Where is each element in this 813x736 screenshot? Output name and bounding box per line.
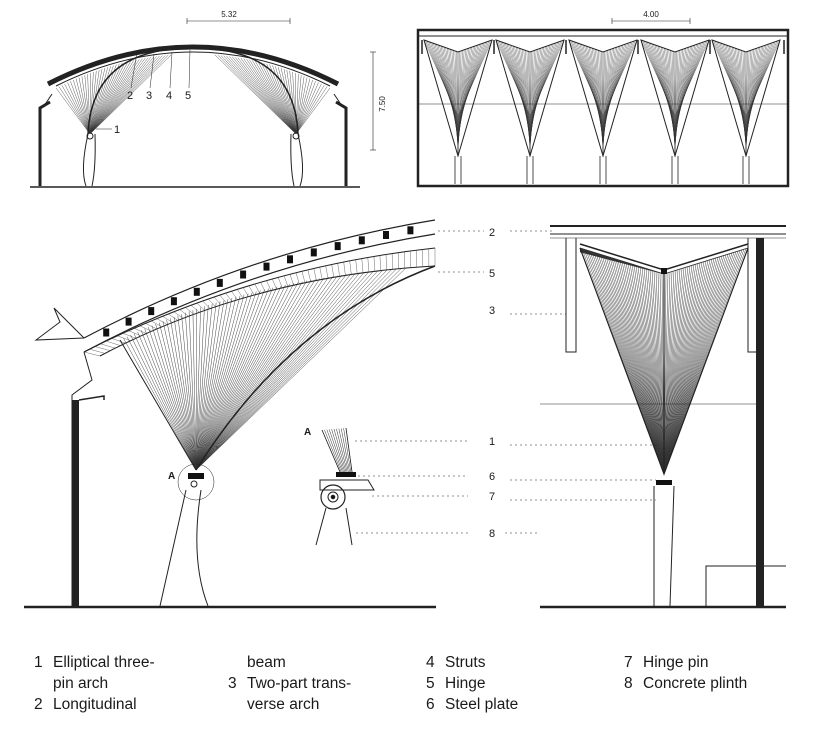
legend-column-3: 4 Struts 5 Hinge 6 Steel plate	[426, 652, 518, 715]
enlarged-longitudinal-section	[510, 225, 786, 609]
legend-column-2: beam 3 Two-part trans- verse arch	[228, 652, 351, 715]
legend-item-1: 1 Elliptical three- pin arch	[34, 654, 155, 692]
legend-column-1: 1 Elliptical three- pin arch 2 Longitudi…	[34, 652, 155, 715]
legend: 1 Elliptical three- pin arch 2 Longitudi…	[34, 652, 813, 732]
callout-large-2: 2	[489, 227, 495, 239]
legend-item-8: 8 Concrete plinth	[624, 675, 748, 692]
callout-tl-5: 5	[185, 90, 191, 102]
callout-large-3: 3	[489, 305, 495, 317]
hinge-detail-a	[315, 427, 540, 546]
hinge-marker	[177, 463, 215, 501]
longitudinal-section-view	[416, 18, 790, 188]
longitudinal-beam	[83, 219, 436, 339]
enlarged-cross-section	[24, 219, 484, 609]
legend-item-7: 7 Hinge pin	[624, 654, 709, 671]
callout-tl-3: 3	[146, 90, 152, 102]
legend-item-5: 5 Hinge	[426, 675, 486, 692]
callout-tl-1: 1	[114, 124, 120, 136]
transverse-arch	[87, 47, 299, 135]
bay-dimension: 4.00	[643, 10, 659, 19]
cross-section-view	[30, 18, 376, 188]
callout-tl-2: 2	[127, 90, 133, 102]
struts-fan-large	[119, 267, 407, 471]
arch-ribs	[83, 248, 436, 357]
legend-item-2-cont: beam	[247, 654, 286, 671]
legend-item-2: 2 Longitudinal	[34, 696, 137, 713]
bay-struts	[423, 39, 781, 156]
callout-large-6: 6	[489, 471, 495, 483]
callout-large-7: 7	[489, 491, 495, 503]
height-dimension: 7.50	[378, 96, 387, 112]
detail-marker-a: A	[168, 471, 175, 482]
callout-large-5: 5	[489, 268, 495, 280]
legend-item-4: 4 Struts	[426, 654, 486, 671]
span-dimension: 5.32	[221, 10, 237, 19]
detail-label-a: A	[304, 427, 311, 438]
callout-large-1: 1	[489, 436, 495, 448]
legend-item-6: 6 Steel plate	[426, 696, 519, 713]
beam-blocks	[103, 226, 414, 337]
legend-column-4: 7 Hinge pin 8 Concrete plinth	[624, 652, 747, 694]
callout-large-8: 8	[489, 528, 495, 540]
callout-tl-4: 4	[166, 90, 172, 102]
roof-deck	[46, 44, 340, 87]
structural-drawing: 5.32 7.50 1 2 3 4 5 4.00	[24, 10, 790, 609]
legend-item-3: 3 Two-part trans- verse arch	[228, 675, 352, 713]
